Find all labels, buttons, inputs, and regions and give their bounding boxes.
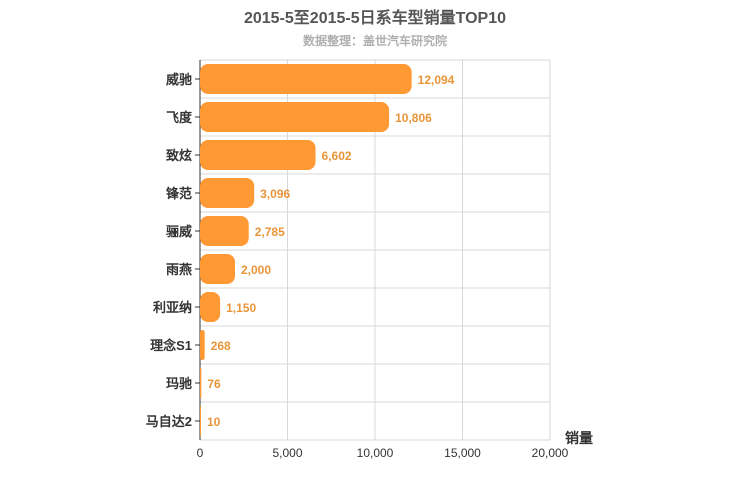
bar — [200, 64, 412, 94]
bar — [200, 292, 221, 322]
x-tick-label: 10,000 — [357, 446, 394, 460]
data-label: 10,806 — [395, 111, 432, 125]
data-label: 10 — [207, 415, 221, 429]
bar — [200, 330, 205, 360]
category-label: 雨燕 — [166, 262, 192, 277]
x-tick-label: 15,000 — [444, 446, 481, 460]
x-tick-label: 5,000 — [272, 446, 302, 460]
category-label: 锋范 — [166, 186, 192, 201]
category-label: 马自达2 — [146, 414, 192, 429]
chart-subtitle: 数据整理：盖世汽车研究院 — [302, 34, 447, 48]
bar — [200, 368, 202, 398]
data-label: 268 — [211, 339, 231, 353]
category-label: 理念S1 — [150, 338, 192, 353]
x-tick-label: 0 — [197, 446, 204, 460]
bar — [200, 254, 235, 284]
data-label: 76 — [207, 377, 221, 391]
data-label: 1,150 — [226, 301, 256, 315]
category-label: 致炫 — [166, 148, 192, 163]
bars — [200, 64, 412, 436]
bar — [200, 178, 255, 208]
bar — [200, 406, 201, 436]
bar — [200, 102, 390, 132]
category-label: 利亚纳 — [153, 300, 192, 315]
data-label: 6,602 — [322, 149, 352, 163]
bar — [200, 140, 316, 170]
labels: 0 5,000 10,000 15,000 20,000 威驰 12,094 飞度 10,806… — [146, 72, 569, 460]
x-tick-label: 20,000 — [532, 446, 569, 460]
category-label: 飞度 — [166, 110, 193, 125]
category-label: 威驰 — [166, 72, 192, 87]
bar — [200, 216, 249, 246]
x-axis-title: 销量 — [565, 430, 593, 446]
chart-title: 2015-5至2015-5日系车型销量TOP10 — [243, 10, 507, 27]
category-label: 骊威 — [166, 224, 192, 239]
data-label: 2,000 — [241, 263, 271, 277]
category-label: 玛驰 — [166, 376, 192, 391]
data-label: 2,785 — [255, 225, 285, 239]
data-label: 12,094 — [418, 73, 455, 87]
data-label: 3,096 — [260, 187, 290, 201]
